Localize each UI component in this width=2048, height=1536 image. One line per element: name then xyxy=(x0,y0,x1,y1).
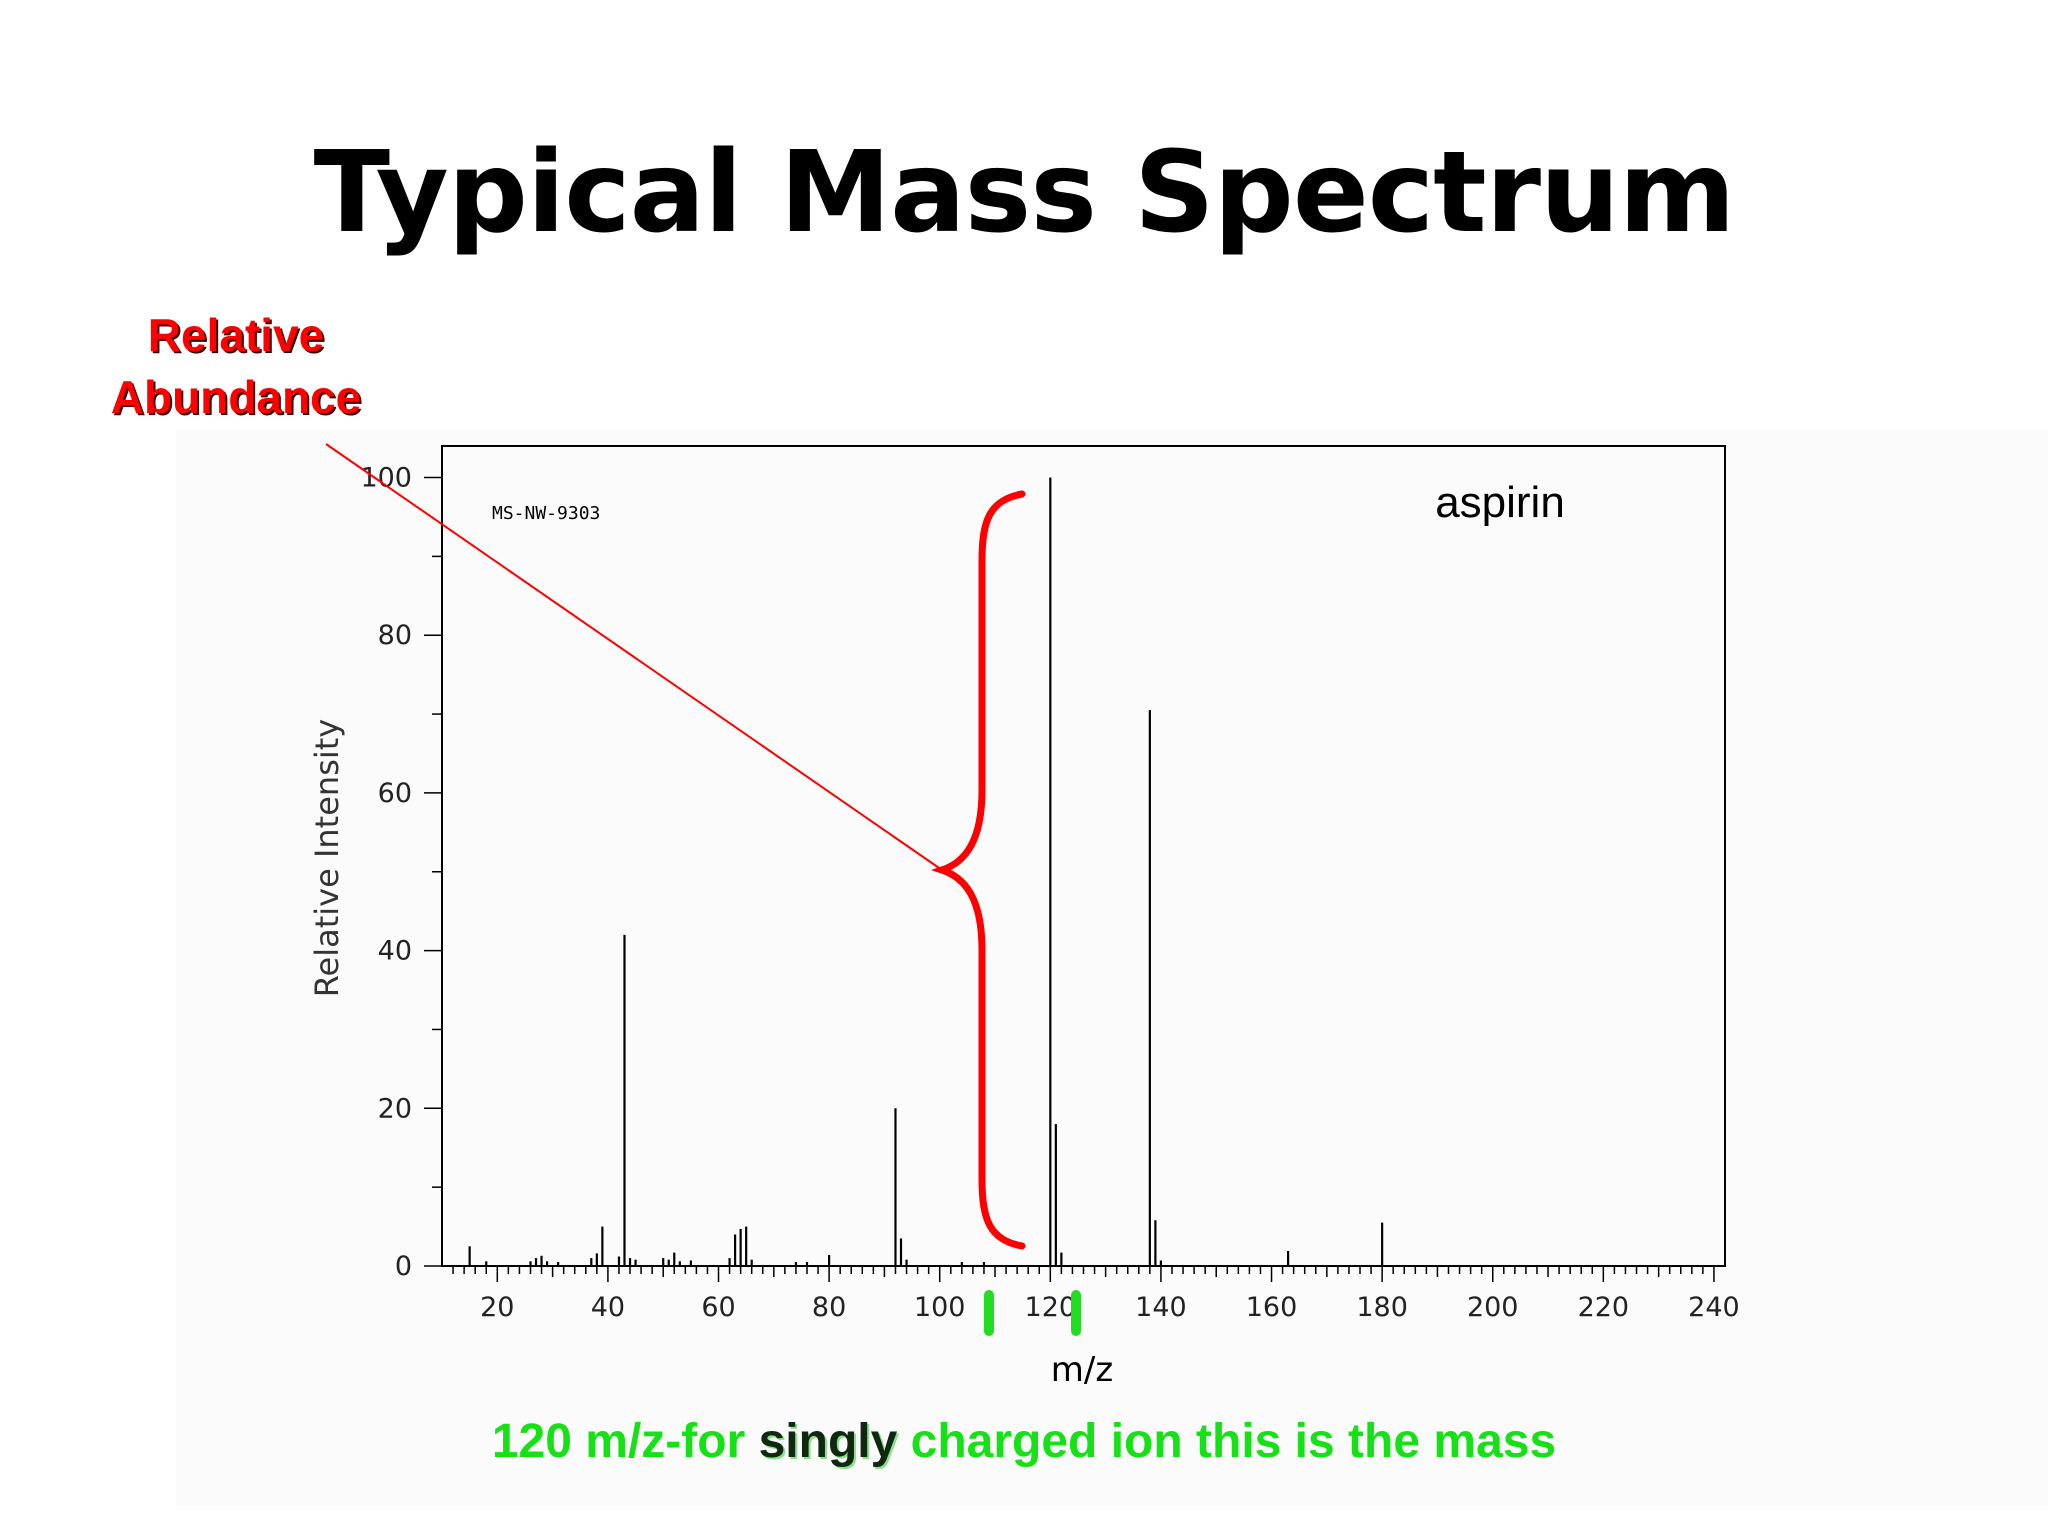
x-tick-label: 40 xyxy=(591,1292,625,1323)
y-tick-label: 40 xyxy=(378,936,412,967)
x-tick-label: 240 xyxy=(1688,1292,1740,1323)
x-tick-label: 200 xyxy=(1467,1292,1519,1323)
y-axis-label: Relative Intensity xyxy=(308,719,346,998)
chart-panel xyxy=(176,430,2048,1510)
x-tick-label: 20 xyxy=(480,1292,514,1323)
highlight-bracket-right xyxy=(1071,1290,1081,1336)
tick-labels: 20 40 60 80 100 120 140 160 180 200 220 240 0 20 40 60 8… xyxy=(360,463,1739,1323)
x-tick-label: 60 xyxy=(701,1292,735,1323)
slide-title: Typical Mass Spectrum xyxy=(313,128,1736,258)
x-tick-label: 100 xyxy=(914,1292,966,1323)
peak-height-brace xyxy=(930,490,1026,1250)
footnote-text-start: 120 m/z-for xyxy=(491,1415,759,1468)
callout-pointer-line xyxy=(325,443,943,871)
x-tick-label: 160 xyxy=(1246,1292,1298,1323)
chart-title: aspirin xyxy=(1435,478,1565,527)
highlight-bracket-left xyxy=(984,1290,994,1336)
plot-frame xyxy=(441,445,1726,1267)
footnote: 120 m/z-for singly charged ion this is t… xyxy=(0,1414,2048,1469)
x-axis-label: m/z xyxy=(1051,1350,1113,1390)
y-tick-label: 20 xyxy=(378,1093,412,1124)
callout-line-1: Relative xyxy=(147,309,325,361)
relative-abundance-callout: Relative Abundance xyxy=(96,304,376,428)
axis-ticks xyxy=(424,476,1715,1282)
y-tick-label: 100 xyxy=(360,463,412,494)
x-tick-label: 80 xyxy=(812,1292,846,1323)
y-tick-label: 60 xyxy=(378,778,412,809)
x-tick-label: 140 xyxy=(1135,1292,1187,1323)
footnote-emphasis: singly xyxy=(758,1415,898,1468)
footnote-text-end: charged ion this is the mass xyxy=(897,1415,1557,1468)
y-tick-label: 80 xyxy=(378,620,412,651)
x-tick-label: 180 xyxy=(1356,1292,1408,1323)
y-tick-label: 0 xyxy=(395,1251,412,1282)
spectrum-peaks xyxy=(468,477,1384,1266)
x-tick-label: 120 xyxy=(1025,1292,1077,1323)
spectrum-source-id: MS-NW-9303 xyxy=(492,503,600,524)
x-tick-label: 220 xyxy=(1578,1292,1630,1323)
callout-line-2: Abundance xyxy=(110,371,362,423)
